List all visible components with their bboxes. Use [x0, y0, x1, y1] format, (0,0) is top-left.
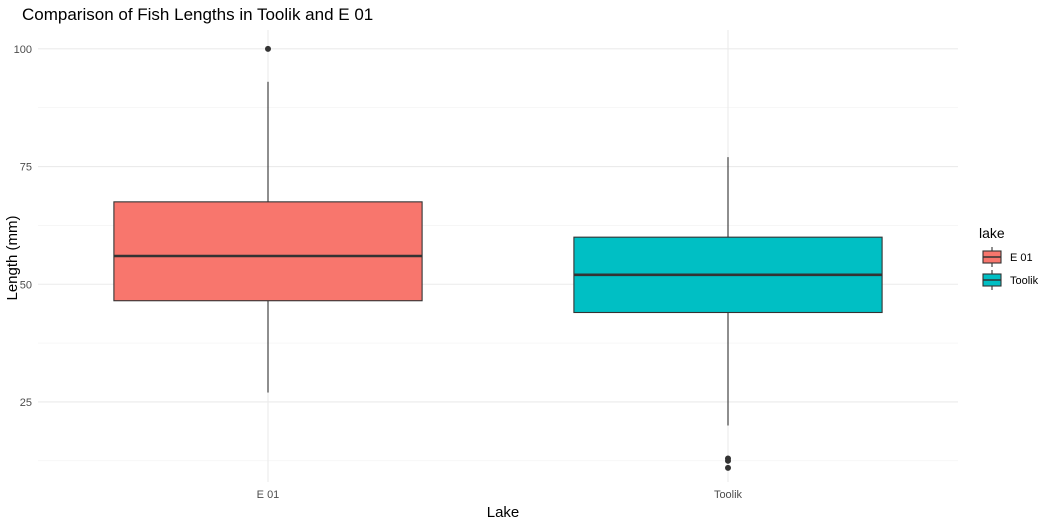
chart-title: Comparison of Fish Lengths in Toolik and…	[22, 5, 373, 24]
y-tick-label: 100	[14, 44, 32, 56]
legend: lake E 01 Toolik	[979, 225, 1039, 290]
outlier-point	[725, 464, 731, 471]
tick-labels: 25 50 75 100 E 01 Toolik	[14, 44, 743, 501]
box-e-01	[113, 201, 423, 302]
y-axis-title: Length (mm)	[4, 215, 21, 300]
boxes	[113, 45, 883, 471]
y-tick-label: 50	[20, 279, 32, 291]
outlier-point	[265, 45, 271, 52]
x-tick-label: E 01	[257, 489, 280, 501]
legend-label: E 01	[1010, 252, 1033, 264]
outlier-point	[725, 457, 731, 464]
legend-title: lake	[979, 225, 1005, 241]
y-tick-label: 25	[20, 397, 32, 409]
legend-label: Toolik	[1010, 275, 1039, 287]
x-tick-label: Toolik	[714, 489, 743, 501]
x-axis-title: Lake	[487, 504, 520, 521]
y-tick-label: 75	[20, 162, 32, 174]
